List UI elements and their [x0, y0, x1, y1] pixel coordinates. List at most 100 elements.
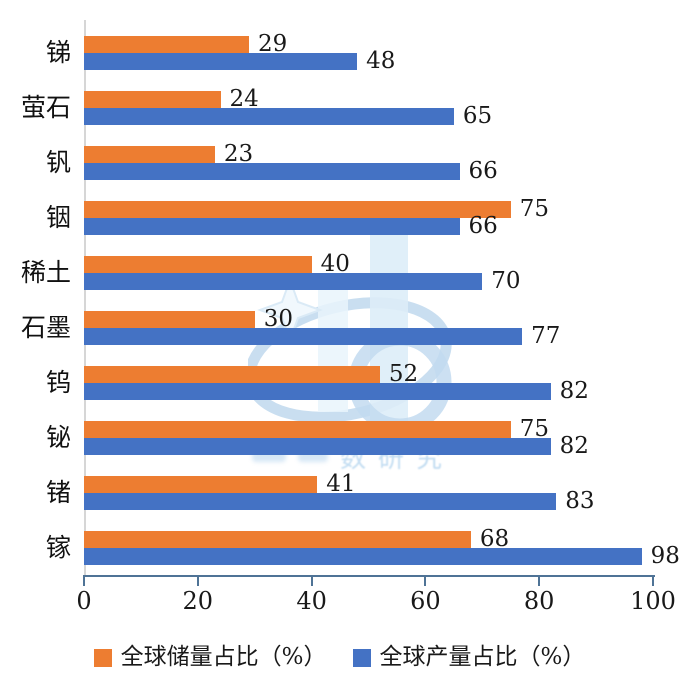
bar-line: 68	[84, 525, 679, 552]
x-axis-tick-label: 0	[76, 587, 92, 615]
bar-group: 40 70	[84, 250, 521, 294]
bar-line: 77	[84, 322, 561, 349]
x-axis-tick	[196, 577, 199, 586]
value-label: 29	[258, 30, 288, 57]
category-label: 石墨	[20, 313, 71, 342]
value-label: 48	[366, 47, 396, 74]
production-bar	[84, 272, 483, 290]
category-label: 钨	[45, 368, 71, 397]
x-axis-line	[83, 575, 655, 577]
legend-label-production: 全球产量占比（%）	[379, 644, 586, 670]
category-row: 稀土 40 70	[0, 245, 679, 300]
category-row: 钒 23 66	[0, 135, 679, 190]
value-label: 83	[565, 487, 595, 514]
x-axis-tick	[652, 577, 654, 586]
bar-line: 52	[84, 360, 589, 387]
reserves-bar	[84, 200, 511, 218]
legend-item-reserves: 全球储量占比（%）	[93, 644, 327, 670]
x-axis-tick-label: 40	[296, 587, 327, 615]
production-bar	[84, 547, 642, 565]
category-row: 铟 75 66	[0, 190, 679, 245]
reserves-bar	[84, 365, 380, 383]
bar-group: 75 82	[84, 415, 589, 459]
value-label: 82	[559, 377, 589, 404]
value-label: 66	[468, 212, 498, 239]
value-label: 77	[531, 322, 561, 349]
production-bar	[84, 382, 551, 400]
legend-swatch-production	[352, 648, 371, 667]
category-row: 锑 29 48	[0, 25, 679, 80]
bar-group: 52 82	[84, 360, 589, 404]
category-row: 萤石 24 65	[0, 80, 679, 135]
category-label: 铋	[45, 423, 71, 452]
category-row: 石墨 30 77	[0, 300, 679, 355]
y-axis-line	[84, 20, 86, 577]
bar-line: 30	[84, 305, 560, 332]
value-label: 70	[491, 267, 521, 294]
bar-line: 24	[84, 85, 492, 112]
legend-swatch-reserves	[93, 648, 112, 667]
plot-area: 锑 29 48 萤石 24 65 钒 23 66 铟 75 66 稀土 40 70 石墨 30 77 钨 52 82 铋 7…	[0, 25, 679, 575]
bar-line: 40	[84, 250, 521, 277]
x-axis-tick-label: 80	[523, 587, 555, 615]
value-label: 23	[223, 140, 254, 167]
bar-line: 98	[84, 542, 679, 569]
x-axis-tick-label: 20	[182, 587, 214, 615]
value-label: 82	[559, 432, 589, 459]
value-label: 24	[229, 85, 259, 112]
x-axis-tick	[310, 577, 313, 586]
production-bar	[84, 162, 460, 180]
reserves-bar	[84, 475, 318, 493]
category-row: 镓 68 98	[0, 520, 679, 575]
bar-group: 75 66	[84, 195, 550, 239]
bar-group: 23 66	[84, 140, 498, 182]
production-bar	[84, 327, 523, 345]
bar-group: 29 48	[84, 30, 396, 74]
x-axis-tick-label: 60	[410, 587, 441, 615]
legend-label-reserves: 全球储量占比（%）	[120, 644, 327, 670]
category-label: 稀土	[20, 258, 71, 287]
reserves-bar	[84, 145, 215, 163]
reserves-bar	[84, 90, 221, 108]
category-row: 铋 75 82	[0, 410, 679, 465]
value-label: 65	[462, 102, 493, 129]
production-bar	[84, 437, 551, 455]
category-row: 钨 52 82	[0, 355, 679, 410]
bar-line: 75	[84, 195, 550, 222]
value-label: 52	[388, 360, 419, 387]
production-bar	[84, 107, 454, 125]
x-axis-tick	[538, 577, 541, 586]
bar-group: 68 98	[84, 525, 679, 569]
category-label: 铟	[45, 203, 71, 232]
value-label: 98	[650, 542, 679, 569]
legend-item-production: 全球产量占比（%）	[352, 644, 586, 670]
category-label: 镓	[45, 533, 71, 562]
production-bar	[84, 492, 557, 510]
bar-line: 41	[84, 472, 595, 495]
bar-line: 70	[84, 267, 521, 294]
bar-group: 41 83	[84, 472, 595, 514]
reserves-bar	[84, 420, 511, 438]
x-axis-tick-label: 100	[630, 587, 676, 615]
production-bar	[84, 217, 460, 235]
bar-line: 83	[84, 487, 595, 514]
value-label: 75	[519, 195, 550, 222]
value-label: 75	[519, 415, 550, 442]
value-label: 68	[479, 525, 510, 552]
bar-line: 23	[84, 140, 498, 167]
bar-line: 75	[84, 415, 589, 442]
reserves-bar	[84, 310, 255, 328]
production-bar	[84, 52, 358, 70]
bar-line: 48	[84, 47, 396, 74]
bar-line: 66	[84, 159, 498, 182]
category-row: 锗 41 83	[0, 465, 679, 520]
category-label: 钒	[45, 148, 71, 177]
legend: 全球储量占比（%） 全球产量占比（%）	[0, 646, 679, 669]
x-axis-tick	[424, 577, 427, 586]
bar-line: 65	[84, 102, 493, 129]
value-label: 30	[263, 305, 293, 332]
reserves-bar	[84, 255, 312, 273]
value-label: 40	[320, 250, 350, 277]
reserves-bar	[84, 35, 249, 53]
